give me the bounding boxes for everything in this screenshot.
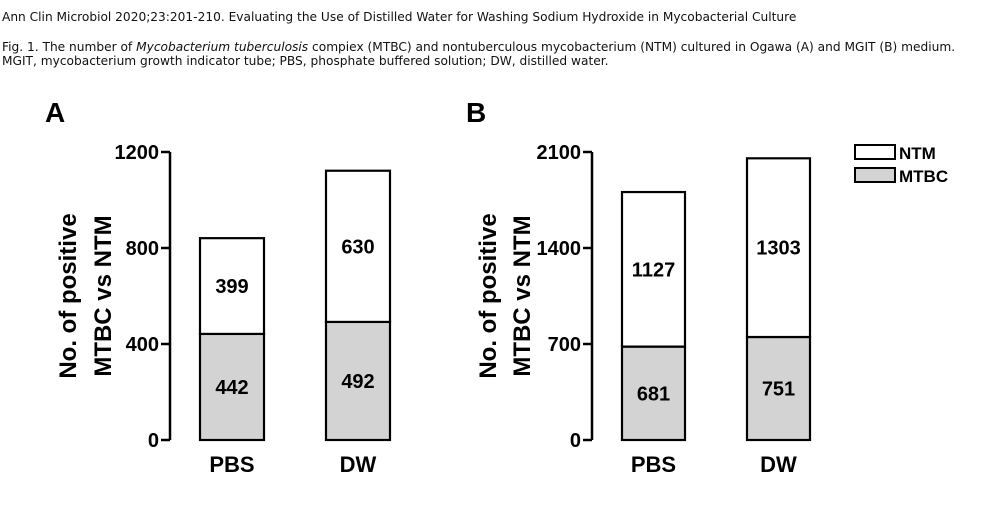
panel-a-letter: A [45,97,65,128]
panel-b-value-pbs-mtbc: 681 [637,383,670,405]
panel-b-letter: B [466,97,486,128]
caption-prefix: Fig. 1. The number of [2,40,137,54]
caption-species: Mycobacterium tuberculosis [136,40,309,54]
panel-a-value-pbs-mtbc: 442 [215,377,248,399]
panel-b-ylabel-line2: MTBC vs NTM [509,215,536,376]
legend-ntm-label: NTM [899,144,936,163]
panel-a-bar-pbs-mtbc [198,332,266,442]
legend-ntm-swatch [854,144,896,160]
panel-b-bar-dw-mtbc [745,335,812,442]
panel-b-ytick-label-700: 700 [548,334,581,356]
panel-b-bar-pbs-ntm [620,190,687,348]
panel-b-value-pbs-ntm: 1127 [632,259,675,281]
citation-line: Ann Clin Microbiol 2020;23:201-210. Eval… [2,10,797,24]
panel-b-value-dw-ntm: 1303 [756,238,801,260]
panel-a-ylabel-line1: No. of positive [55,213,82,378]
panel-b-bar-dw-ntm [745,157,812,339]
panel-a-ytick-label-400: 400 [126,334,159,356]
panel-a-value-dw-mtbc: 492 [341,371,374,393]
panel-a-ytick-label-1200: 1200 [115,142,160,164]
panel-a-value-pbs-ntm: 399 [215,276,248,298]
panel-a-bar-dw-mtbc [324,320,392,442]
panel-a-ytick-label-0: 0 [148,430,159,452]
caption-suffix: compiex (MTBC) and nontuberculous mycoba… [2,40,956,68]
legend-mtbc-label: MTBC [899,167,948,186]
panel-b-xtick-label-pbs: PBS [631,452,676,477]
panel-b-value-dw-mtbc: 751 [762,379,795,401]
panel-a-bar-pbs-ntm [198,237,266,336]
panel-a-xtick-label-pbs: PBS [209,452,254,477]
panel-a-ylabel-line2: MTBC vs NTM [90,215,117,376]
panel-b-bar-pbs-mtbc [620,345,687,442]
panel-b-ylabel-line1: No. of positive [475,213,502,378]
panel-b-ytick-label-1400: 1400 [537,238,582,260]
panel-b-ytick-label-0: 0 [570,430,581,452]
legend-mtbc-swatch [854,167,896,183]
panel-a-ytick-label-800: 800 [126,238,159,260]
panel-b-xtick-label-dw: DW [760,452,797,477]
panel-a-xtick-label-dw: DW [340,452,377,477]
panel-b-ytick-label-2100: 2100 [537,142,582,164]
panel-a-value-dw-ntm: 630 [341,236,374,258]
panel-a-bar-dw-ntm [324,169,392,324]
figure-caption: Fig. 1. The number of Mycobacterium tube… [2,40,992,68]
